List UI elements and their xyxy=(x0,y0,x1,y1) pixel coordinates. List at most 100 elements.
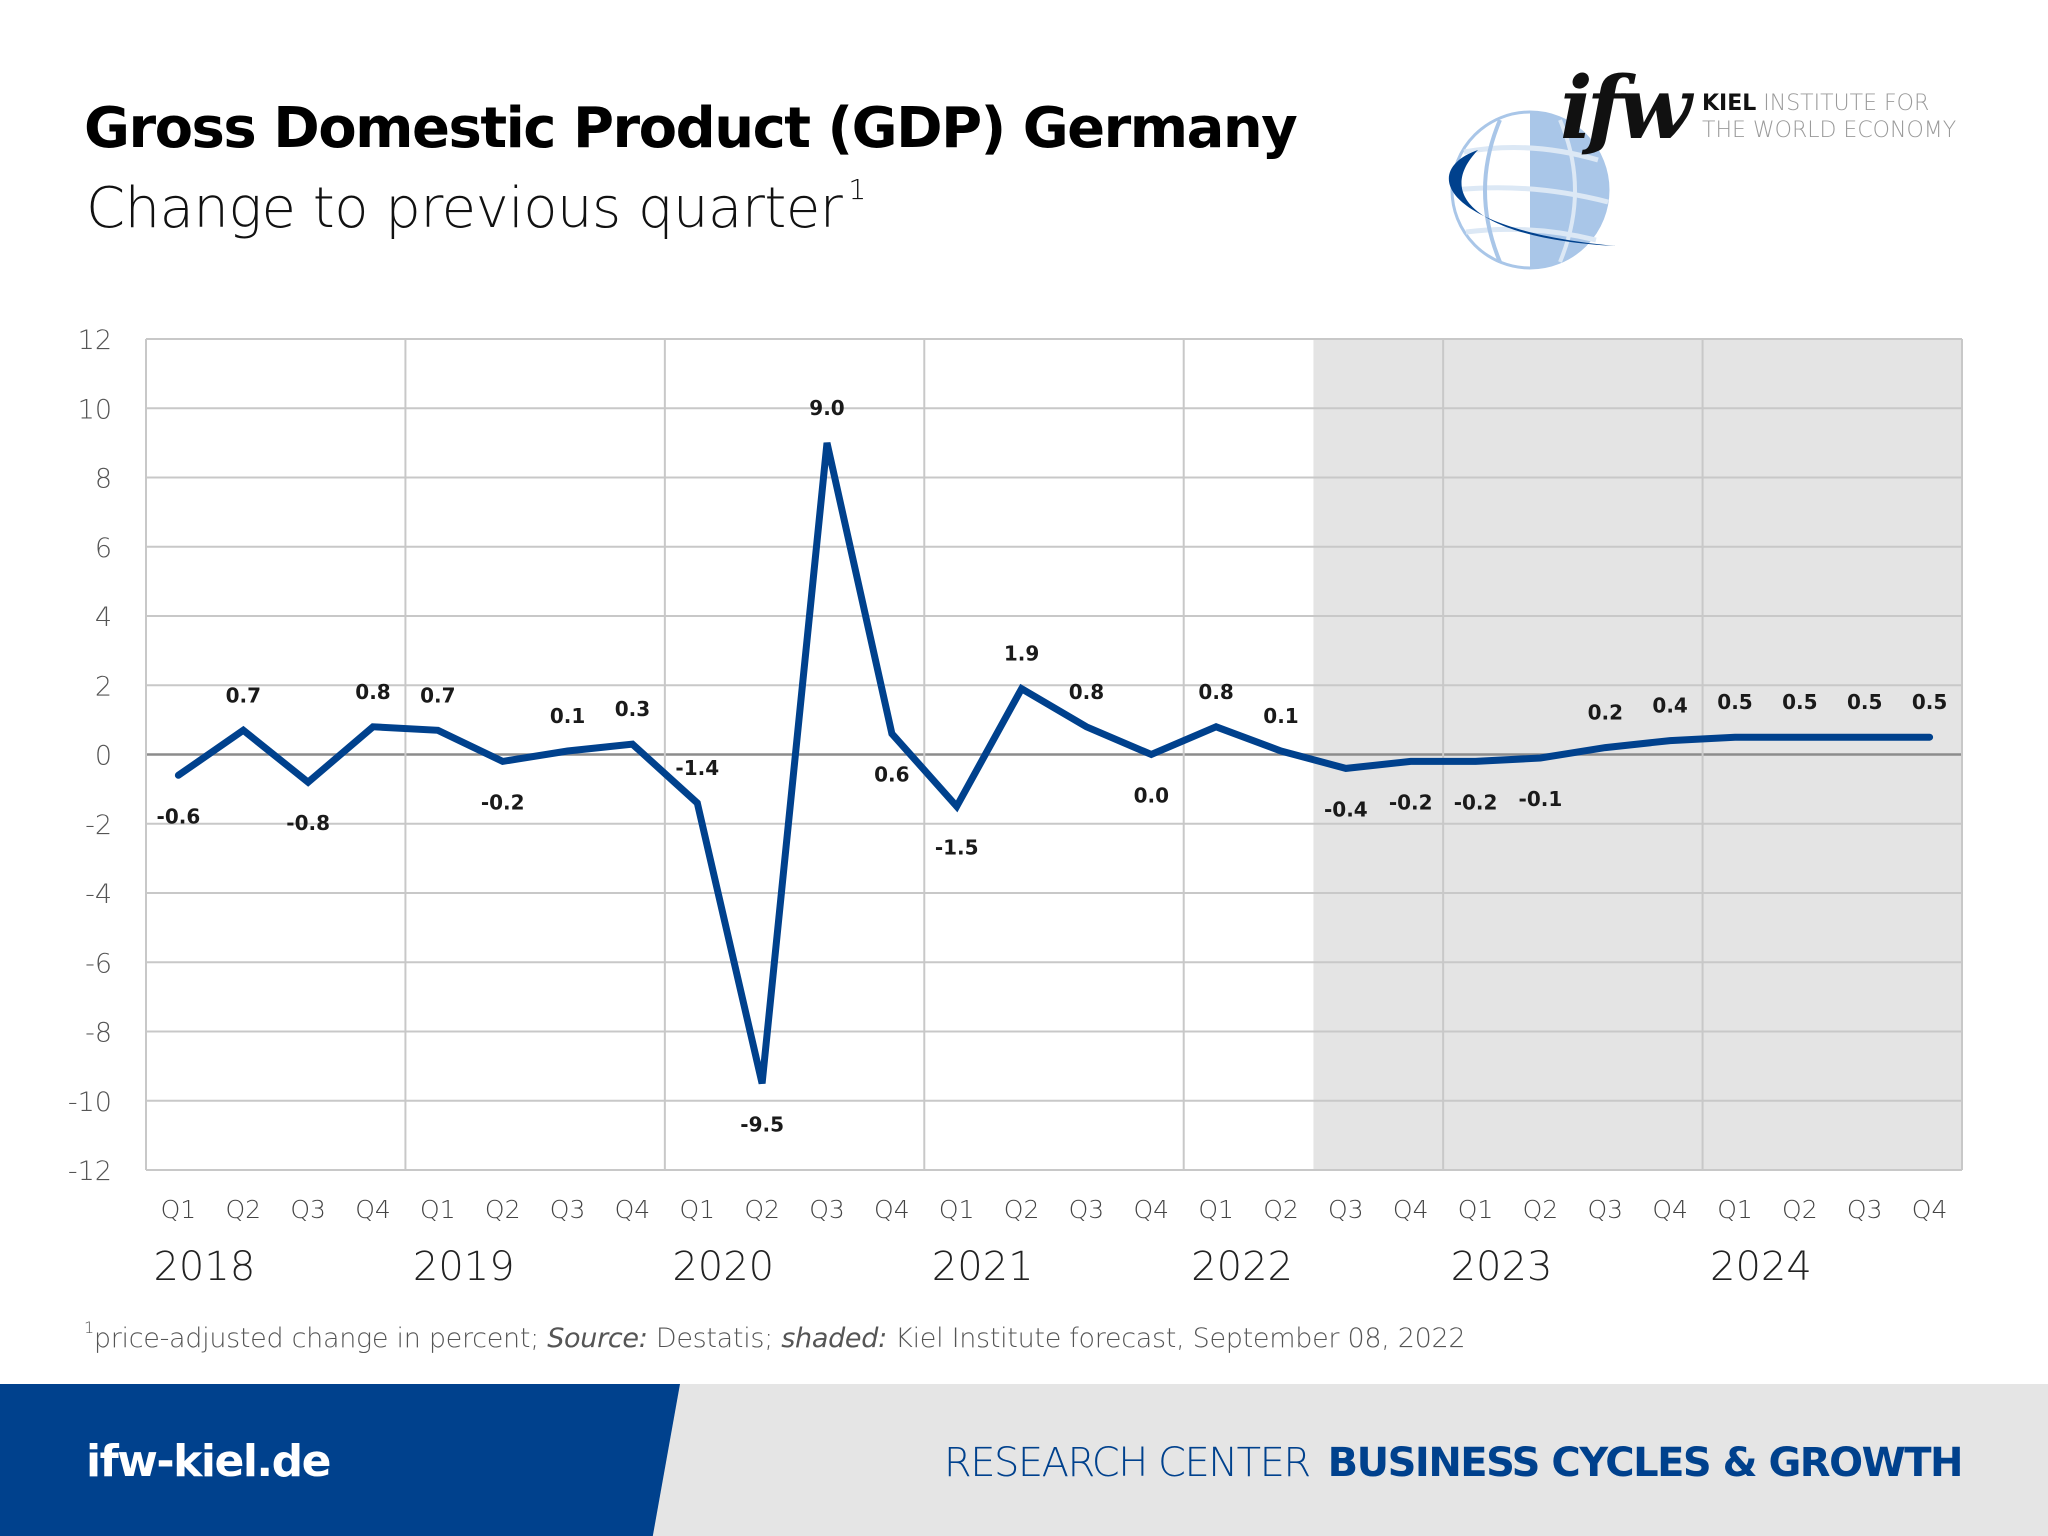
x-tick-label-quarter: Q4 xyxy=(1393,1195,1429,1224)
research-center-label: RESEARCH CENTER BUSINESS CYCLES & GROWTH xyxy=(943,1440,1964,1486)
x-tick-label-quarter: Q2 xyxy=(225,1195,261,1224)
x-tick-label-quarter: Q2 xyxy=(744,1195,780,1224)
globe-swoosh-icon xyxy=(1448,110,1616,270)
logo-name-line2: THE WORLD ECONOMY xyxy=(1702,118,1957,143)
x-tick-label-year: 2020 xyxy=(672,1244,774,1290)
data-label: 0.5 xyxy=(1847,690,1882,714)
x-tick-label-quarter: Q3 xyxy=(550,1195,586,1224)
footnote-text: price-adjusted change in percent; xyxy=(93,1323,548,1354)
data-label: 0.8 xyxy=(1069,680,1104,704)
logo-name-bold: KIEL xyxy=(1702,91,1757,116)
data-label: 0.7 xyxy=(226,683,261,707)
gdp-line-chart: 12 10 8 6 4 2 0 -2 -4 -6 -8 -10 -12 Q1 Q2 Q3 Q4 Q1 Q2 Q3 Q4 Q… xyxy=(68,325,1963,1290)
chart-footnote: 1price-adjusted change in percent; Sourc… xyxy=(84,1318,1466,1354)
data-label: 0.5 xyxy=(1912,690,1947,714)
x-tick-label-quarter: Q1 xyxy=(1717,1195,1753,1224)
data-label: -0.2 xyxy=(481,790,525,814)
y-tick-label: 10 xyxy=(78,394,112,425)
x-tick-label-quarter: Q4 xyxy=(355,1195,391,1224)
data-label: -0.6 xyxy=(157,804,201,828)
x-tick-label-quarter: Q2 xyxy=(1523,1195,1559,1224)
x-tick-label-year: 2024 xyxy=(1710,1244,1812,1290)
y-tick-label: -12 xyxy=(68,1156,112,1187)
x-tick-label-year: 2022 xyxy=(1191,1244,1293,1290)
x-tick-label-quarter: Q3 xyxy=(809,1195,845,1224)
y-tick-label: -2 xyxy=(85,810,112,841)
x-tick-label-quarter: Q4 xyxy=(1133,1195,1169,1224)
y-tick-label: 8 xyxy=(95,464,112,495)
data-label: 0.1 xyxy=(1263,704,1298,728)
data-label: 0.7 xyxy=(420,683,455,707)
y-tick-label: 4 xyxy=(95,602,112,633)
x-tick-label-quarter: Q4 xyxy=(615,1195,651,1224)
subtitle-text: Change to previous quarter xyxy=(86,176,843,241)
source-label: Source: xyxy=(547,1323,648,1354)
chart-title: Gross Domestic Product (GDP) Germany xyxy=(84,96,1298,161)
source-value: Destatis; xyxy=(647,1323,782,1354)
x-tick-label-year: 2021 xyxy=(932,1244,1034,1290)
x-tick-label-quarter: Q2 xyxy=(1263,1195,1299,1224)
data-label: 0.0 xyxy=(1134,784,1169,808)
shaded-label: shaded: xyxy=(781,1323,887,1354)
data-label: 0.4 xyxy=(1652,694,1687,718)
x-tick-label-quarter: Q1 xyxy=(679,1195,715,1224)
shaded-value: Kiel Institute forecast, September 08, 2… xyxy=(886,1323,1466,1354)
x-tick-label-quarter: Q3 xyxy=(290,1195,326,1224)
footer-blue-panel xyxy=(0,1384,680,1536)
x-tick-label-year: 2019 xyxy=(413,1244,515,1290)
x-tick-label-quarter: Q1 xyxy=(1198,1195,1234,1224)
logo-mark: ifw xyxy=(1560,58,1692,159)
x-tick-label-quarter: Q4 xyxy=(1912,1195,1948,1224)
research-center-name: BUSINESS CYCLES & GROWTH xyxy=(1327,1440,1964,1486)
data-label: -0.2 xyxy=(1454,790,1498,814)
x-tick-label-quarter: Q3 xyxy=(1847,1195,1883,1224)
data-label: 0.8 xyxy=(355,680,390,704)
data-label: -9.5 xyxy=(740,1112,784,1136)
x-tick-label-quarter: Q1 xyxy=(939,1195,975,1224)
data-label: 0.2 xyxy=(1588,701,1623,725)
x-tick-label-quarter: Q2 xyxy=(1004,1195,1040,1224)
x-tick-label-quarter: Q4 xyxy=(874,1195,910,1224)
x-tick-label-quarter: Q2 xyxy=(1782,1195,1818,1224)
y-tick-label: 2 xyxy=(95,671,112,702)
data-label: -0.2 xyxy=(1389,790,1433,814)
data-label: 0.3 xyxy=(615,697,650,721)
logo-institute-name: KIEL INSTITUTE FOR THE WORLD ECONOMY xyxy=(1702,90,1956,144)
data-label: 0.6 xyxy=(874,763,909,787)
data-label: 1.9 xyxy=(1004,642,1039,666)
y-tick-label: -10 xyxy=(68,1087,112,1118)
x-tick-label-quarter: Q1 xyxy=(1458,1195,1494,1224)
data-label: 9.0 xyxy=(809,396,844,420)
data-label: -0.1 xyxy=(1519,787,1563,811)
y-tick-label: 12 xyxy=(78,325,112,356)
x-tick-label-quarter: Q3 xyxy=(1328,1195,1364,1224)
x-tick-label-year: 2023 xyxy=(1451,1244,1553,1290)
ifw-logo: ifw KIEL INSTITUTE FOR THE WORLD ECONOMY xyxy=(1430,58,1990,270)
chart-subtitle: Change to previous quarter 1 xyxy=(86,173,866,241)
data-label: -1.4 xyxy=(675,756,719,780)
footnote-marker: 1 xyxy=(848,173,866,207)
x-tick-label-quarter: Q3 xyxy=(1069,1195,1105,1224)
website-link[interactable]: ifw-kiel.de xyxy=(86,1436,331,1487)
logo-name-line1: INSTITUTE FOR xyxy=(1756,91,1930,116)
data-label: 0.5 xyxy=(1782,690,1817,714)
x-tick-label-quarter: Q2 xyxy=(485,1195,521,1224)
footnote-marker-bottom: 1 xyxy=(84,1318,94,1337)
data-label: -0.8 xyxy=(286,811,330,835)
x-tick-label-quarter: Q3 xyxy=(1587,1195,1623,1224)
data-label: 0.8 xyxy=(1198,680,1233,704)
y-tick-label: 0 xyxy=(95,741,112,772)
gdp-series-line xyxy=(174,442,1934,1085)
y-tick-label: 6 xyxy=(95,533,112,564)
x-tick-label-year: 2018 xyxy=(153,1244,255,1290)
x-tick-label-quarter: Q4 xyxy=(1652,1195,1688,1224)
y-tick-label: -6 xyxy=(85,948,112,979)
data-label: 0.1 xyxy=(550,704,585,728)
research-center-prefix: RESEARCH CENTER xyxy=(943,1440,1311,1486)
data-label: 0.5 xyxy=(1717,690,1752,714)
y-tick-label: -4 xyxy=(85,879,112,910)
y-tick-label: -8 xyxy=(85,1018,112,1049)
data-label: -0.4 xyxy=(1324,797,1368,821)
x-tick-label-quarter: Q1 xyxy=(420,1195,456,1224)
x-tick-label-quarter: Q1 xyxy=(161,1195,197,1224)
